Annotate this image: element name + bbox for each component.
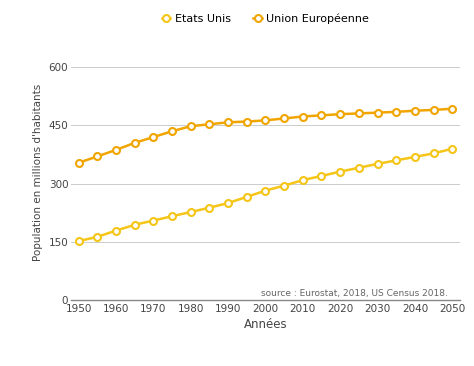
Etats Unis	[300, 178, 306, 182]
Union Européenne	[94, 154, 100, 159]
Union Européenne	[150, 135, 156, 139]
Etats Unis	[263, 188, 268, 193]
Etats Unis	[356, 165, 362, 170]
Line: Union Européenne: Union Européenne	[75, 105, 456, 166]
Union Européenne	[207, 122, 212, 127]
Union Européenne	[76, 161, 82, 165]
Union Européenne	[188, 124, 193, 128]
Union Européenne	[431, 108, 437, 112]
Union Européenne	[300, 114, 306, 119]
X-axis label: Années: Années	[244, 318, 287, 332]
Union Européenne	[375, 111, 381, 115]
Etats Unis	[431, 151, 437, 156]
Etats Unis	[94, 235, 100, 239]
Etats Unis	[319, 174, 324, 178]
Union Européenne	[132, 141, 137, 145]
Etats Unis	[113, 228, 119, 233]
Line: Etats Unis: Etats Unis	[75, 145, 456, 244]
Union Européenne	[281, 116, 287, 121]
Etats Unis	[188, 210, 193, 214]
Etats Unis	[449, 146, 455, 151]
Etats Unis	[76, 239, 82, 243]
Union Européenne	[337, 112, 343, 116]
Union Européenne	[356, 111, 362, 116]
Union Européenne	[263, 118, 268, 123]
Y-axis label: Population en millions d'habitants: Population en millions d'habitants	[33, 83, 43, 261]
Union Européenne	[225, 120, 231, 124]
Etats Unis	[337, 169, 343, 174]
Legend: Etats Unis, Union Européenne: Etats Unis, Union Européenne	[162, 14, 369, 24]
Etats Unis	[207, 206, 212, 210]
Text: source : Eurostat, 2018, US Census 2018.: source : Eurostat, 2018, US Census 2018.	[261, 288, 448, 298]
Union Européenne	[393, 110, 399, 114]
Etats Unis	[393, 158, 399, 163]
Etats Unis	[169, 214, 175, 219]
Etats Unis	[412, 155, 418, 159]
Etats Unis	[244, 195, 250, 199]
Union Européenne	[113, 148, 119, 152]
Etats Unis	[150, 219, 156, 223]
Union Européenne	[169, 129, 175, 134]
Union Européenne	[319, 113, 324, 117]
Etats Unis	[375, 162, 381, 166]
Etats Unis	[281, 183, 287, 188]
Union Européenne	[244, 119, 250, 124]
Union Européenne	[412, 108, 418, 113]
Etats Unis	[132, 223, 137, 227]
Etats Unis	[225, 201, 231, 205]
Union Européenne	[449, 107, 455, 111]
